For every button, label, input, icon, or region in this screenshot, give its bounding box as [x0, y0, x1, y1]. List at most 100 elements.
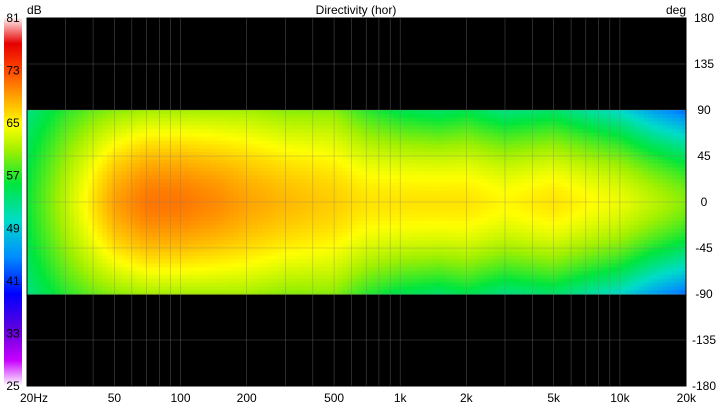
heatmap-cell: [436, 274, 442, 280]
heatmap-cell: [375, 217, 381, 222]
heatmap-cell: [389, 179, 395, 184]
heatmap-cell: [36, 186, 42, 192]
heatmap-cell: [248, 228, 254, 234]
heatmap-cell: [229, 113, 235, 119]
heatmap-cell: [69, 278, 75, 284]
heatmap-cell: [295, 213, 301, 218]
heatmap-cell: [488, 236, 494, 241]
heatmap-cell: [97, 152, 103, 157]
heatmap-cell: [27, 228, 33, 234]
heatmap-cell: [154, 125, 160, 130]
heatmap-cell: [248, 125, 254, 130]
heatmap-cell: [252, 129, 259, 134]
heatmap-cell: [389, 194, 395, 199]
heatmap-cell: [365, 125, 372, 130]
heatmap-cell: [276, 144, 282, 149]
heatmap-cell: [224, 205, 231, 211]
heatmap-cell: [271, 221, 278, 226]
heatmap-cell: [394, 167, 400, 172]
heatmap-cell: [215, 263, 221, 268]
heatmap-cell: [187, 171, 193, 176]
heatmap-cell: [31, 144, 38, 149]
heatmap-cell: [469, 205, 475, 211]
heatmap-cell: [78, 133, 85, 138]
heatmap-cell: [45, 179, 52, 184]
heatmap-cell: [347, 113, 353, 119]
heatmap-cell: [304, 140, 311, 146]
heatmap-cell: [342, 129, 348, 134]
heatmap-cell: [351, 125, 358, 130]
heatmap-cell: [460, 110, 466, 115]
heatmap-cell: [507, 110, 513, 115]
heatmap-cell: [469, 274, 475, 280]
heatmap-cell: [196, 182, 202, 188]
heatmap-cell: [182, 286, 188, 291]
heatmap-cell: [149, 259, 155, 264]
heatmap-cell: [210, 244, 216, 249]
heatmap-cell: [130, 179, 136, 184]
heatmap-cell: [121, 129, 127, 134]
heatmap-cell: [347, 171, 353, 176]
heatmap-cell: [271, 125, 278, 130]
heatmap-cell: [460, 156, 466, 161]
heatmap-cell: [78, 171, 85, 176]
heatmap-cell: [210, 221, 216, 226]
heatmap-cell: [394, 240, 400, 245]
heatmap-cell: [323, 271, 329, 276]
heatmap-cell: [116, 144, 122, 149]
heatmap-cell: [135, 159, 141, 165]
heatmap-cell: [252, 163, 259, 169]
heatmap-cell: [370, 278, 376, 284]
heatmap-cell: [445, 175, 452, 180]
heatmap-cell: [267, 194, 273, 199]
heatmap-cell: [252, 148, 259, 153]
heatmap-cell: [158, 144, 165, 149]
heatmap-cell: [248, 152, 254, 157]
heatmap-cell: [78, 217, 85, 222]
heatmap-cell: [483, 144, 489, 149]
heatmap-cell: [394, 148, 400, 153]
heatmap-cell: [314, 267, 320, 272]
heatmap-cell: [238, 232, 245, 238]
heatmap-cell: [191, 194, 198, 199]
heatmap-cell: [50, 217, 56, 222]
heatmap-cell: [281, 113, 287, 119]
heatmap-cell: [238, 121, 245, 126]
heatmap-cell: [314, 278, 320, 284]
heatmap-cell: [285, 228, 292, 234]
heatmap-cell: [92, 240, 99, 245]
heatmap-cell: [92, 228, 99, 234]
heatmap-cell: [234, 274, 240, 280]
heatmap-cell: [328, 133, 334, 138]
heatmap-cell: [135, 240, 141, 245]
heatmap-cell: [210, 175, 216, 180]
heatmap-cell: [116, 148, 122, 153]
heatmap-cell: [445, 125, 452, 130]
heatmap-cell: [64, 259, 70, 264]
heatmap-cell: [370, 244, 376, 249]
heatmap-cell: [187, 113, 193, 119]
heatmap-cell: [125, 209, 132, 215]
heatmap-cell: [497, 144, 504, 149]
heatmap-cell: [370, 274, 376, 280]
heatmap-cell: [328, 244, 334, 249]
heatmap-cell: [422, 286, 428, 291]
heatmap-cell: [389, 202, 395, 207]
heatmap-cell: [365, 156, 372, 161]
heatmap-cell: [431, 205, 438, 211]
heatmap-cell: [248, 251, 254, 257]
heatmap-cell: [285, 152, 292, 157]
heatmap-cell: [69, 117, 75, 123]
heatmap-cell: [398, 163, 405, 169]
heatmap-cell: [163, 179, 169, 184]
heatmap-cell: [69, 133, 75, 138]
heatmap-cell: [285, 248, 292, 253]
heatmap-cell: [488, 163, 494, 169]
heatmap-cell: [55, 171, 61, 176]
heatmap-cell: [271, 194, 278, 199]
heatmap-cell: [478, 290, 485, 295]
heatmap-cell: [168, 286, 174, 291]
heatmap-cell: [238, 163, 245, 169]
heatmap-cell: [74, 186, 80, 192]
heatmap-cell: [257, 117, 263, 123]
